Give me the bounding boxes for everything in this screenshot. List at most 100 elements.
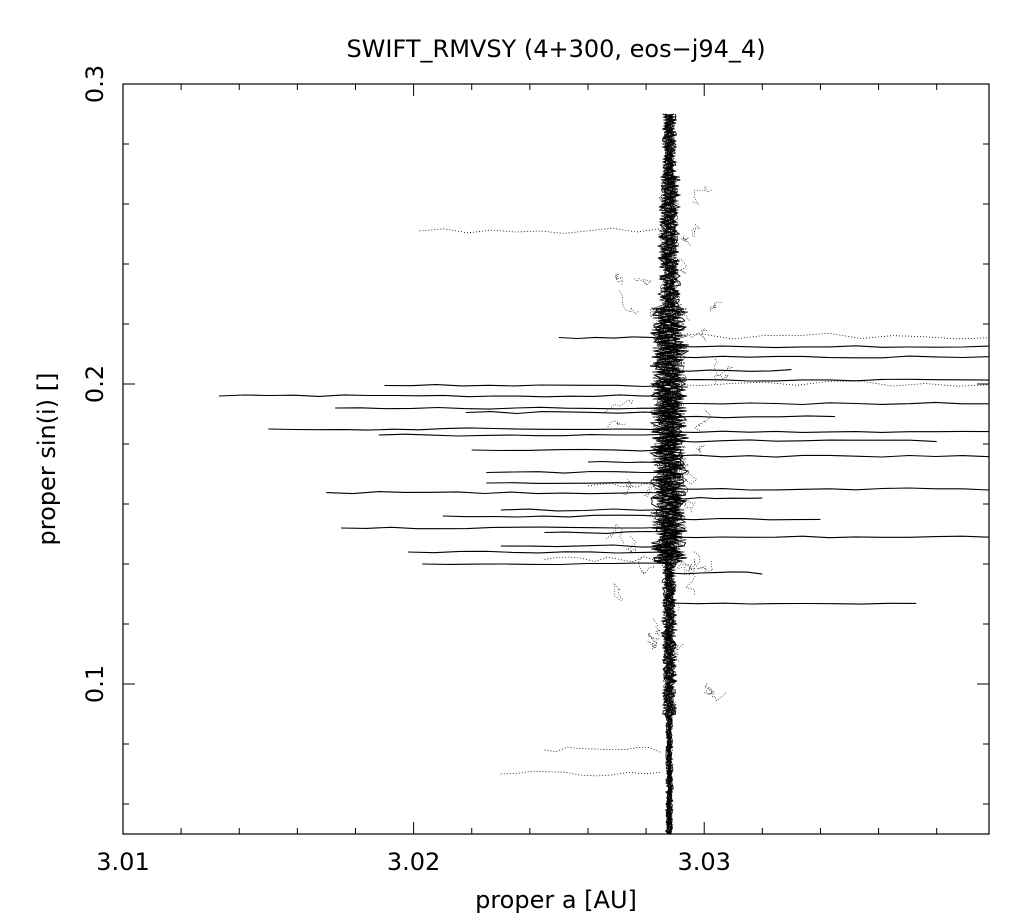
data-traces [218,113,989,834]
orbit-excursion-dotted [669,332,989,340]
orbit-wiggle [693,186,712,205]
orbit-wiggle [666,355,682,363]
orbit-excursion [471,448,670,452]
orbit-wiggle [613,582,624,601]
orbit-wiggle [675,259,688,275]
orbit-excursion [335,406,670,410]
y-tick-label: 0.3 [81,65,109,103]
orbit-wiggle [684,498,696,514]
orbit-excursion-dotted [500,770,661,777]
orbit-excursion [669,454,989,458]
orbit-excursion-dotted [544,556,670,563]
x-tick-label: 3.03 [677,848,730,876]
orbit-wiggle [678,467,698,485]
orbit-excursion-dotted [587,483,670,488]
orbit-core-trace [649,113,688,834]
orbit-wiggle [676,563,696,575]
orbit-excursion-dotted [544,746,661,753]
orbit-excursion-dotted [669,380,989,387]
orbit-excursion [544,530,670,534]
orbit-excursion [340,526,670,530]
orbit-wiggle [670,643,684,662]
y-tick-label: 0.2 [81,365,109,403]
orbit-excursion [465,411,670,415]
y-tick-label: 0.1 [81,665,109,703]
orbit-wiggle [649,307,663,318]
orbit-core-trace [650,113,689,834]
orbit-excursion [422,562,670,566]
orbit-excursion [669,571,763,575]
orbit-excursion [326,491,670,495]
plot-area [122,83,990,835]
orbit-wiggle [697,561,713,573]
orbit-excursion [500,508,670,512]
orbit-wiggle [614,272,624,285]
orbit-wiggle [713,358,721,386]
orbit-core-trace [659,113,680,834]
orbit-excursion [558,336,670,340]
orbit-wiggle [647,640,657,650]
orbit-excursion [669,430,989,433]
orbit-excursion [442,514,670,518]
orbit-wiggle [607,420,626,428]
orbit-wiggle [661,247,671,257]
orbit-core-trace [649,113,690,834]
orbit-excursion [669,401,989,406]
orbit-core-trace [658,113,681,834]
orbit-core-trace [651,113,688,834]
orbit-excursion [669,439,937,443]
orbit-wiggle [691,223,701,238]
orbit-excursion [669,602,917,605]
orbit-wiggle [675,303,690,321]
orbit-wiggle [709,301,722,312]
orbit-wiggle [638,556,655,575]
orbit-wiggle [694,409,712,432]
orbit-excursion [669,517,821,521]
orbit-excursion [669,355,989,359]
orbit-wiggle [720,366,734,380]
x-tick-labels: 3.01 3.02 3.03 [96,848,731,876]
orbit-excursion [669,415,836,419]
orbit-excursion [669,345,989,349]
orbit-wiggle [643,485,656,497]
y-tick-labels: 0.1 0.2 0.3 [81,65,109,703]
orbit-excursion [407,550,670,554]
orbit-excursion [669,369,792,372]
orbit-excursion [384,384,670,388]
orbit-excursion [669,535,989,539]
chart-title: SWIFT_RMVSY (4+300, eos−j94_4) [346,35,765,63]
orbit-wiggle [647,632,660,642]
orbit-core-trace [654,113,685,834]
orbit-wiggle [652,617,663,636]
orbit-wiggle [622,479,633,496]
orbit-wiggle [696,445,705,456]
plot-frame [122,83,990,835]
orbit-excursion [486,470,670,474]
axis-ticks [122,83,989,834]
orbit-excursion [268,427,670,431]
orbit-excursion [669,497,763,500]
orbit-wiggle [626,536,637,553]
orbit-wiggle [633,278,652,286]
x-tick-label: 3.02 [387,848,440,876]
orbit-wiggle [681,235,691,246]
orbit-excursion [500,544,670,548]
orbit-core-trace [658,113,682,834]
orbit-wiggle [704,682,727,702]
x-tick-label: 3.01 [96,848,149,876]
orbit-wiggle [605,523,624,544]
orbit-wiggle [686,327,708,341]
orbit-excursion [669,487,989,491]
y-axis-label: proper sin(i) [] [33,373,61,546]
orbit-wiggle [683,571,696,595]
x-axis-label: proper a [AU] [475,886,637,914]
orbit-core-trace [651,113,689,834]
orbit-excursion [218,394,670,398]
orbit-wiggle [675,561,696,571]
orbit-excursion [486,482,670,484]
orbit-wiggle [604,398,633,413]
orbit-wiggle [617,289,639,315]
orbit-excursion-dotted [419,227,661,234]
orbit-excursion [669,378,989,382]
